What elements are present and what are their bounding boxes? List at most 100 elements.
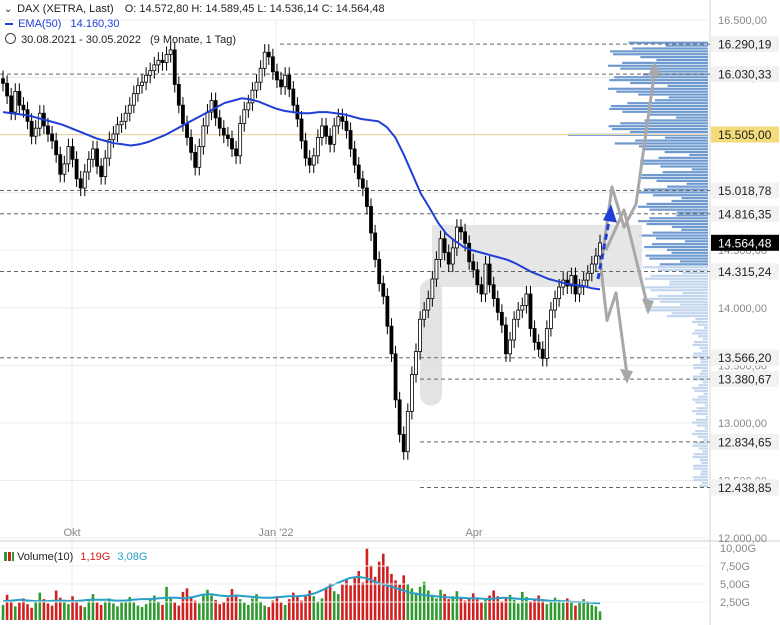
profile-bar — [692, 456, 708, 459]
volume-label: Volume(10) — [17, 551, 74, 563]
volume-bar — [193, 600, 197, 620]
profile-bar — [691, 168, 708, 171]
candle-body — [193, 151, 198, 168]
candle-body — [418, 318, 422, 352]
candle-body — [405, 410, 410, 453]
candle-body — [17, 90, 22, 106]
profile-bar — [653, 70, 708, 73]
profile-bar — [656, 179, 708, 182]
profile-bar — [608, 125, 708, 128]
correction-path — [604, 208, 650, 309]
candle-body — [324, 125, 328, 137]
volume-bar — [247, 604, 250, 620]
volume-bar — [525, 596, 528, 620]
candle-body — [471, 261, 476, 271]
candle-body — [356, 164, 361, 180]
profile-bar — [610, 50, 708, 53]
volume-bar — [443, 594, 446, 620]
candle-body — [491, 284, 496, 299]
collapse-chevron-icon[interactable]: ⌄ — [4, 4, 13, 15]
candle-body — [540, 348, 545, 359]
candle-body — [348, 130, 353, 150]
candle-body — [315, 137, 320, 157]
candle-body — [91, 148, 95, 160]
profile-bar — [697, 435, 708, 439]
volume-bar — [349, 585, 352, 620]
volume-bar — [18, 602, 21, 620]
volume-bar — [197, 603, 201, 620]
profile-bar — [644, 119, 708, 122]
profile-bar — [701, 349, 708, 352]
volume-bar — [570, 602, 573, 620]
candle-body — [377, 259, 382, 285]
volume-bar — [99, 604, 103, 620]
profile-bar — [699, 346, 708, 349]
level-tag-label: 15.505,00 — [718, 128, 772, 142]
profile-bar — [682, 271, 708, 275]
candle-body — [475, 269, 480, 286]
volume-bar — [83, 607, 87, 620]
bullish-arrowhead — [648, 61, 661, 78]
volume-bar — [545, 604, 549, 620]
level-tag-label: 14.816,35 — [718, 207, 772, 221]
level-tag-bg — [711, 349, 779, 366]
level-tag-label: 16.030,33 — [718, 68, 772, 82]
volume-bar — [373, 576, 377, 620]
volume-bar — [557, 599, 561, 620]
bearish-path — [598, 259, 629, 375]
volume-bar — [431, 594, 434, 620]
profile-bar — [699, 458, 708, 462]
profile-bar — [692, 421, 708, 424]
volume-bar — [13, 606, 17, 620]
volume-tick-label: 7,50G — [720, 561, 750, 573]
volume-bar — [304, 594, 307, 620]
volume-bar — [79, 605, 82, 620]
profile-bar — [693, 453, 708, 456]
volume-bar — [87, 599, 91, 620]
price-tick-label: 12.000,00 — [718, 533, 767, 545]
blue-dashed-arrow — [596, 215, 612, 280]
volume-bar — [234, 594, 238, 620]
candle-body — [352, 148, 357, 166]
candle-body — [37, 112, 42, 129]
profile-bar — [692, 375, 708, 378]
candle-body — [594, 255, 598, 265]
candle-body — [123, 112, 128, 122]
profile-bar — [651, 243, 708, 246]
profile-bar — [638, 191, 708, 194]
candle-body — [328, 135, 333, 145]
profile-bar — [609, 79, 708, 82]
candle-body — [463, 231, 467, 244]
profile-bar — [702, 381, 708, 384]
profile-bar — [644, 277, 708, 280]
volume-bar — [316, 601, 320, 620]
profile-bar — [699, 484, 708, 488]
volume-bar — [128, 596, 132, 620]
profile-bar — [645, 254, 708, 257]
profile-bar — [692, 433, 708, 436]
profile-bar — [676, 116, 708, 119]
volume-bar — [275, 596, 279, 620]
profile-bar — [652, 231, 708, 234]
candle-body — [46, 125, 50, 135]
volume-bar — [210, 595, 213, 620]
profile-bar — [630, 81, 708, 85]
volume-bar — [414, 592, 418, 620]
volume-bar — [202, 594, 205, 620]
candle-body — [450, 247, 455, 265]
candle-body — [201, 125, 206, 148]
candle-body — [287, 74, 292, 90]
profile-bar — [649, 208, 708, 211]
volume-bar — [484, 599, 487, 620]
profile-bar — [655, 237, 708, 240]
candle-body — [262, 51, 267, 69]
level-tag-bg — [711, 182, 779, 199]
volume-bar — [512, 599, 516, 620]
time-tick-label: Jan '22 — [258, 527, 293, 539]
profile-bar — [698, 447, 708, 450]
profile-bar — [694, 329, 708, 332]
candle-body — [365, 187, 369, 207]
profile-bar — [649, 306, 708, 309]
volume-bar — [189, 597, 193, 620]
